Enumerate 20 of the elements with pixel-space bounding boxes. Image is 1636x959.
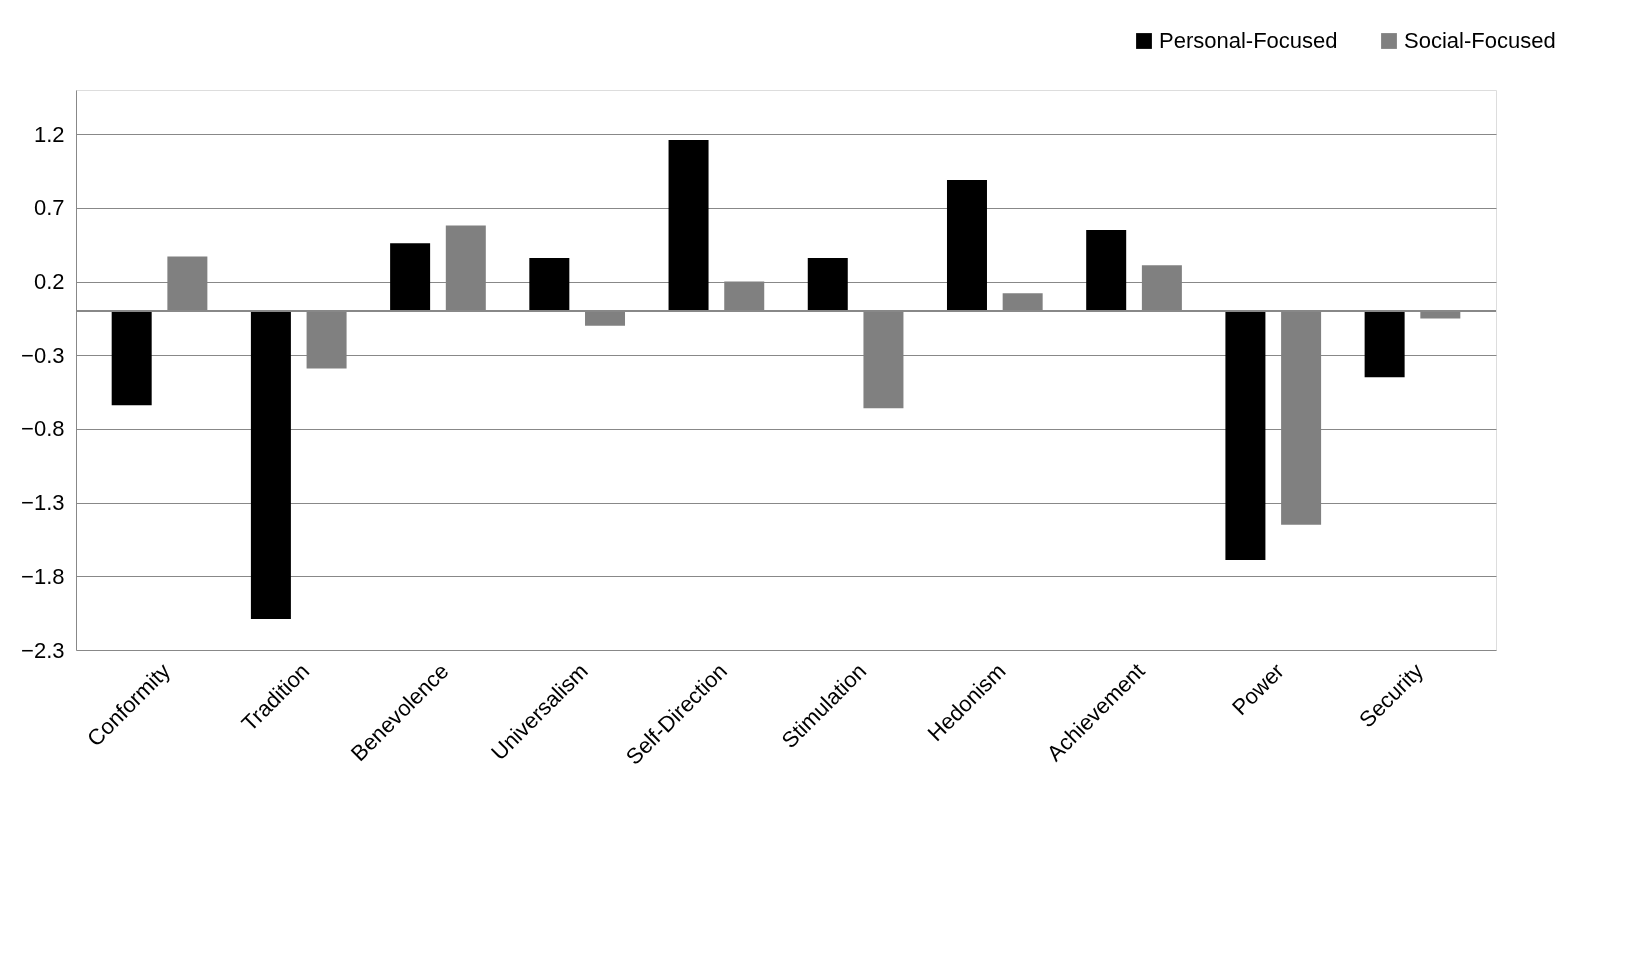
bar [1364, 311, 1405, 378]
bar [668, 140, 709, 312]
legend-label: Personal-Focused [1159, 28, 1338, 53]
y-tick-label: 1.2 [33, 121, 65, 147]
bar [111, 311, 152, 406]
y-tick-label: −1.8 [21, 563, 65, 589]
y-tick-label: −0.8 [21, 416, 65, 442]
y-tick-label: −1.3 [21, 490, 65, 516]
bar [1086, 230, 1127, 312]
bar [250, 311, 291, 620]
y-tick-label: 0.2 [33, 269, 65, 295]
bar [807, 258, 848, 312]
bar [390, 243, 431, 312]
y-tick-label: −0.3 [21, 342, 65, 368]
legend-label: Social-Focused [1404, 28, 1556, 53]
y-tick-label: 0.7 [33, 195, 65, 221]
bar [946, 179, 987, 312]
bar [529, 258, 570, 312]
bar [1225, 311, 1266, 561]
y-tick-label: −2.3 [21, 637, 65, 663]
